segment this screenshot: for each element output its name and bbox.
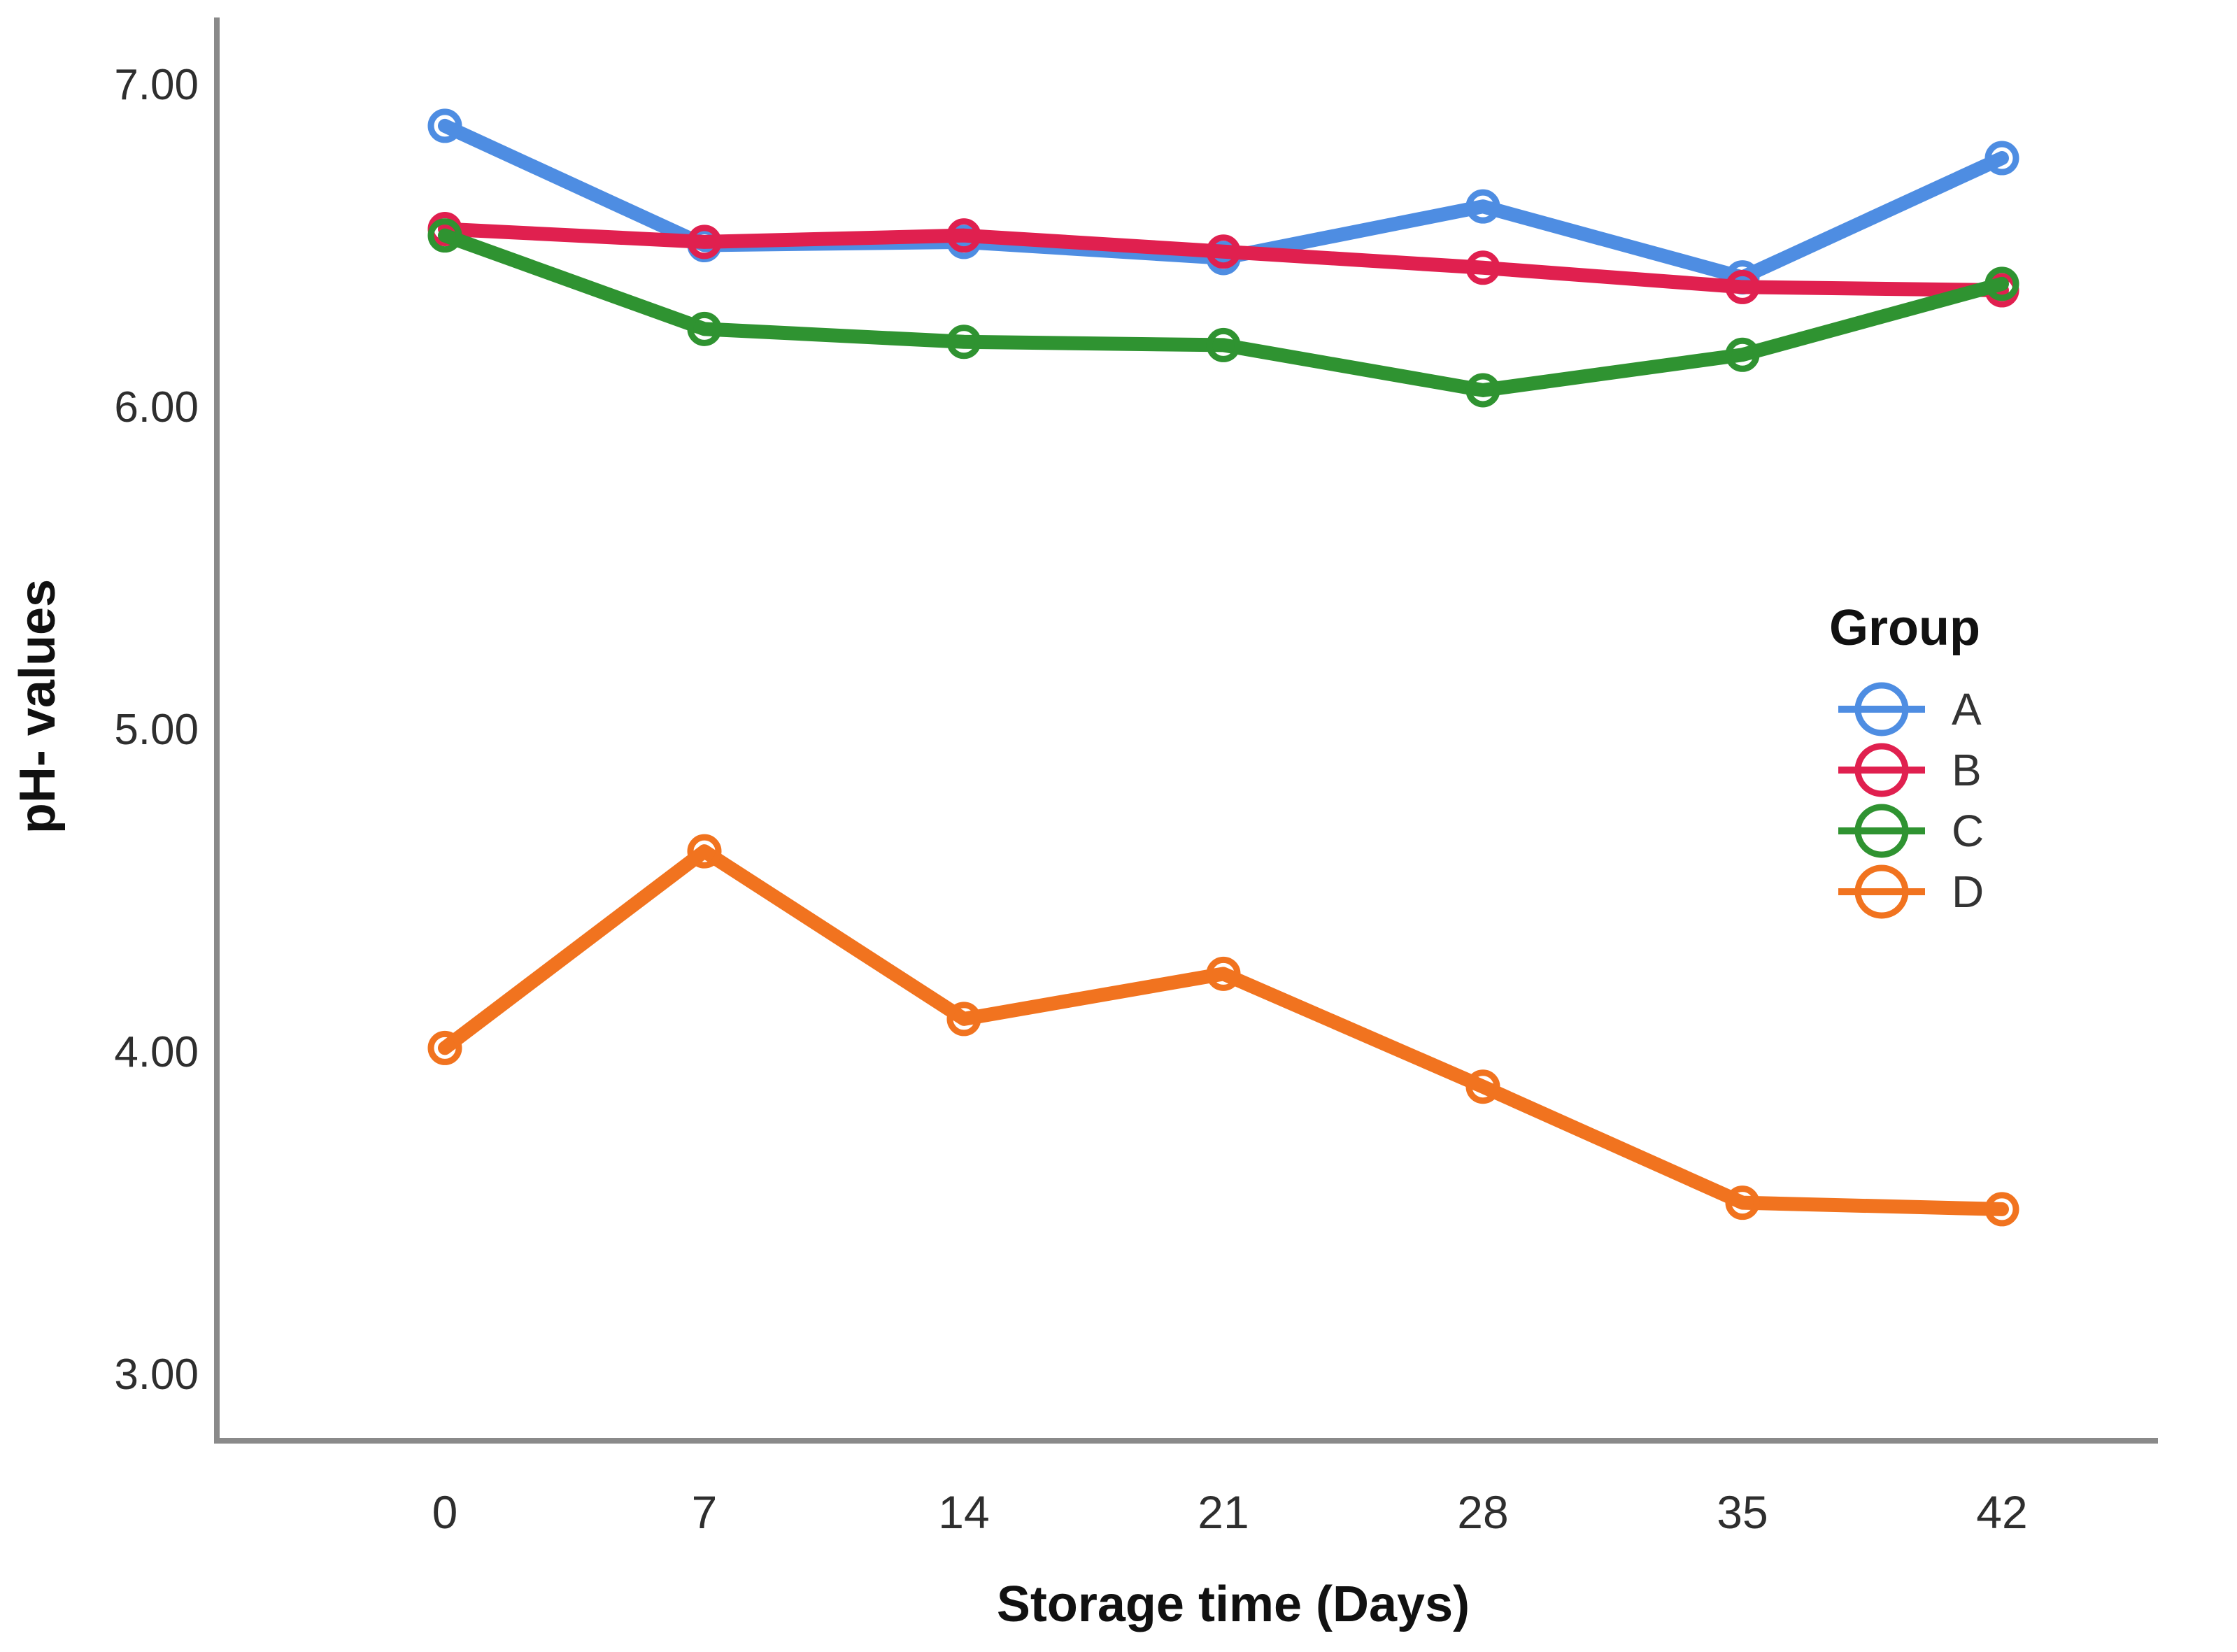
- legend-title: Group: [1829, 600, 1980, 656]
- series-C-marker: [946, 325, 981, 359]
- data-series: [427, 108, 2019, 1227]
- legend-item-A: A: [1838, 682, 1982, 736]
- y-tick-label: 6.00: [114, 383, 199, 432]
- y-tick-label: 3.00: [114, 1351, 199, 1399]
- legend-item-label: A: [1952, 684, 1982, 734]
- series-D-marker: [427, 1030, 462, 1065]
- series-D-marker: [1725, 1185, 1760, 1220]
- axis-tick-labels: 7.00 6.00 5.00 4.00 3.00 0 7 14 21 28 35 42: [114, 61, 2027, 1538]
- y-tick-label: 5.00: [114, 706, 199, 754]
- series-B-marker: [687, 225, 722, 259]
- x-axis-title: Storage time (Days): [997, 1576, 1470, 1632]
- y-tick-label: 7.00: [114, 61, 199, 109]
- series-A-marker: [427, 108, 462, 143]
- legend-swatch-circle-icon: [1854, 743, 1909, 797]
- x-tick-label: 21: [1198, 1486, 1249, 1538]
- series-C-line: [438, 228, 2009, 397]
- x-tick-label: 0: [432, 1486, 458, 1538]
- legend-item-label: B: [1952, 745, 1982, 795]
- series-C-marker: [1465, 373, 1500, 408]
- x-tick-label: 35: [1717, 1486, 1768, 1538]
- series-B-marker: [1465, 250, 1500, 285]
- series-D-marker: [946, 1002, 981, 1037]
- series-C-marker: [1984, 266, 2019, 301]
- y-axis-title: pH- values: [10, 579, 66, 834]
- series-C: [427, 218, 2019, 408]
- series-D-marker: [1206, 956, 1241, 991]
- x-tick-label: 7: [692, 1486, 718, 1538]
- legend-item-D: D: [1838, 864, 1984, 919]
- series-A-marker: [1465, 189, 1500, 224]
- series-D-line: [438, 844, 2009, 1216]
- series-B-marker: [946, 218, 981, 253]
- series-D: [427, 834, 2019, 1227]
- y-tick-label: 4.00: [114, 1028, 199, 1076]
- series-B-marker: [1206, 234, 1241, 269]
- legend-swatch-circle-icon: [1854, 682, 1909, 736]
- series-C-marker: [1725, 337, 1760, 372]
- series-C-marker: [1206, 327, 1241, 362]
- axes: [214, 17, 2158, 1444]
- legend-item-C: C: [1838, 804, 1984, 858]
- series-B-line: [438, 222, 2009, 298]
- series-B-marker: [1725, 269, 1760, 304]
- x-tick-label: 14: [938, 1486, 989, 1538]
- x-tick-label: 28: [1457, 1486, 1508, 1538]
- x-tick-label: 42: [1976, 1486, 2027, 1538]
- legend-item-label: C: [1952, 806, 1984, 856]
- legend-item-B: B: [1838, 743, 1982, 797]
- legend-item-label: D: [1952, 867, 1984, 917]
- series-C-marker: [427, 218, 462, 253]
- series-A-marker: [1984, 141, 2019, 176]
- series-D-marker: [1465, 1069, 1500, 1104]
- series-D-marker: [1984, 1192, 2019, 1227]
- series-D-marker: [687, 834, 722, 869]
- legend-swatch-circle-icon: [1854, 864, 1909, 919]
- legend-swatch-circle-icon: [1854, 804, 1909, 858]
- series-C-marker: [687, 311, 722, 346]
